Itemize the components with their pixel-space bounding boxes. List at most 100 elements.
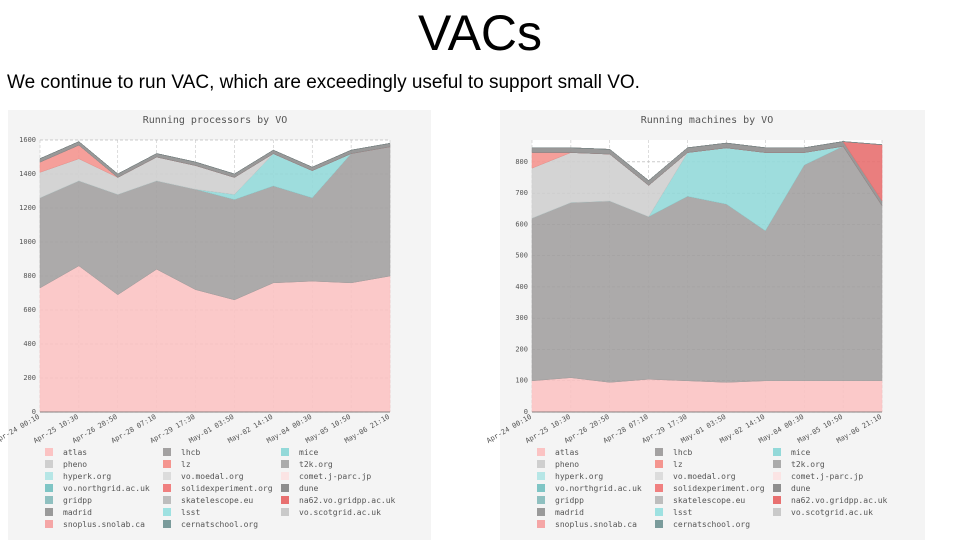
legend-swatch [773, 508, 781, 516]
chart-title: Running machines by VO [641, 115, 773, 126]
legend-label: na62.vo.gridpp.ac.uk [299, 496, 396, 505]
legend-swatch [773, 472, 781, 480]
legend-swatch [773, 448, 781, 456]
y-tick-label: 300 [515, 314, 528, 322]
y-tick-label: 700 [515, 189, 528, 197]
legend-label: lsst [673, 508, 692, 517]
legend-swatch [655, 508, 663, 516]
legend-label: cernatschool.org [673, 520, 750, 529]
y-tick-label: 1000 [19, 238, 36, 246]
legend-swatch [537, 496, 545, 504]
legend-swatch [163, 448, 171, 456]
legend-swatch [537, 508, 545, 516]
legend-label: gridpp [555, 496, 584, 505]
legend-label: pheno [555, 460, 579, 469]
y-tick-label: 800 [515, 158, 528, 166]
legend-label: dune [299, 484, 318, 493]
legend-label: lhcb [181, 448, 200, 457]
legend-swatch [773, 484, 781, 492]
y-tick-label: 600 [515, 220, 528, 228]
legend-label: skatelescope.eu [673, 496, 745, 505]
legend-swatch [537, 472, 545, 480]
y-tick-label: 400 [23, 340, 36, 348]
legend-label: pheno [63, 460, 87, 469]
legend-label: hyperk.org [63, 472, 111, 481]
y-tick-label: 1400 [19, 170, 36, 178]
legend-swatch [281, 448, 289, 456]
legend-label: lhcb [673, 448, 692, 457]
legend-swatch [45, 460, 53, 468]
legend-swatch [537, 460, 545, 468]
legend-label: comet.j-parc.jp [791, 472, 863, 481]
area [531, 377, 883, 413]
legend-label: lz [673, 460, 683, 469]
legend-swatch [163, 472, 171, 480]
legend-label: vo.moedal.org [673, 472, 736, 481]
chart-title: Running processors by VO [143, 115, 288, 126]
legend-swatch [281, 508, 289, 516]
legend-label: na62.vo.gridpp.ac.uk [791, 496, 888, 505]
legend-swatch [773, 496, 781, 504]
legend-label: solidexperiment.org [673, 484, 765, 493]
legend-label: gridpp [63, 496, 92, 505]
legend-label: vo.scotgrid.ac.uk [791, 508, 873, 517]
y-tick-label: 1600 [19, 136, 36, 144]
legend-swatch [45, 508, 53, 516]
legend-label: vo.northgrid.ac.uk [63, 484, 150, 493]
y-tick-label: 200 [515, 345, 528, 353]
legend-swatch [163, 508, 171, 516]
legend-swatch [281, 496, 289, 504]
legend-swatch [537, 520, 545, 528]
legend-label: vo.scotgrid.ac.uk [299, 508, 381, 517]
legend-swatch [537, 484, 545, 492]
legend-swatch [281, 472, 289, 480]
legend-label: cernatschool.org [181, 520, 258, 529]
area-edge [532, 141, 883, 181]
legend-label: madrid [63, 508, 92, 517]
legend-label: skatelescope.eu [181, 496, 253, 505]
legend-swatch [281, 484, 289, 492]
legend-swatch [163, 484, 171, 492]
y-tick-label: 200 [23, 374, 36, 382]
slide-text: We continue to run VAC, which are exceed… [7, 72, 640, 93]
y-tick-label: 1200 [19, 204, 36, 212]
legend-swatch [773, 460, 781, 468]
legend-label: t2k.org [791, 460, 825, 469]
legend-label: solidexperiment.org [181, 484, 273, 493]
legend-swatch [45, 472, 53, 480]
legend-label: mice [791, 448, 810, 457]
legend-swatch [655, 472, 663, 480]
y-tick-label: 100 [515, 377, 528, 385]
legend-swatch [163, 496, 171, 504]
legend-label: vo.northgrid.ac.uk [555, 484, 642, 493]
y-tick-label: 500 [515, 252, 528, 260]
legend-label: hyperk.org [555, 472, 603, 481]
legend-label: t2k.org [299, 460, 333, 469]
area-edge [39, 141, 391, 175]
y-tick-label: 600 [23, 306, 36, 314]
legend-label: snoplus.snolab.ca [555, 520, 637, 529]
legend-swatch [281, 460, 289, 468]
legend-swatch [45, 496, 53, 504]
y-tick-label: 0 [524, 408, 528, 416]
legend-label: dune [791, 484, 810, 493]
legend-label: vo.moedal.org [181, 472, 244, 481]
y-tick-label: 0 [32, 408, 36, 416]
slide-title: VACs [417, 5, 543, 61]
legend-swatch [45, 484, 53, 492]
legend-label: lsst [181, 508, 200, 517]
legend-label: madrid [555, 508, 584, 517]
legend-label: lz [181, 460, 191, 469]
legend-swatch [163, 520, 171, 528]
legend-swatch [655, 484, 663, 492]
legend-swatch [45, 448, 53, 456]
legend-swatch [655, 448, 663, 456]
legend-swatch [655, 460, 663, 468]
legend-swatch [537, 448, 545, 456]
legend-swatch [163, 460, 171, 468]
legend-swatch [655, 520, 663, 528]
legend-label: atlas [555, 448, 579, 457]
legend-swatch [655, 496, 663, 504]
